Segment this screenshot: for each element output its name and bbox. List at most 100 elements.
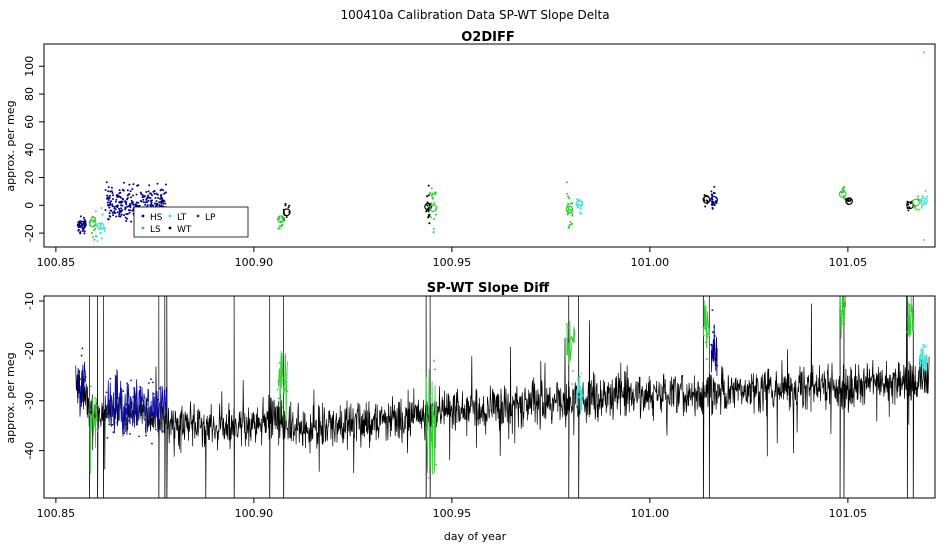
data-point-lt: [580, 213, 583, 215]
data-point-hs: [79, 215, 82, 218]
mean-marker-ls: [276, 215, 285, 224]
data-point-hs: [128, 211, 131, 214]
data-point-ls: [431, 192, 434, 195]
legend-marker-lp: [196, 214, 200, 218]
data-point-ls: [568, 223, 571, 226]
o2diff-panel: O2DIFF approx. per meg 100.85 100.90 100.9…: [4, 30, 936, 269]
data-point-hs: [137, 201, 140, 204]
data-point-hs: [152, 204, 155, 207]
data-point-hs: [150, 201, 153, 204]
data-point-hs: [127, 209, 130, 212]
data-point-hs: [118, 207, 121, 210]
calibration-point-hs_run: [155, 428, 157, 431]
data-point-hs: [142, 201, 145, 204]
data-point-ls: [569, 202, 572, 205]
calibration-point-lt: [579, 375, 582, 378]
data-point-lt: [921, 195, 924, 198]
calibration-point-ls: [567, 326, 570, 329]
calibration-point-hs: [80, 354, 83, 357]
data-point-hs: [120, 207, 123, 210]
data-point-ls: [571, 222, 574, 225]
legend-marker-lt: [168, 214, 172, 218]
data-point-hs: [129, 203, 131, 206]
data-point-ls: [567, 207, 570, 210]
calibration-point-hs_run: [158, 387, 161, 390]
data-point-hs: [159, 194, 162, 197]
calibration-point-hs_run: [131, 402, 134, 405]
mean-marker-wt: [282, 208, 291, 217]
data-point-hs: [104, 209, 107, 211]
data-point-hs: [112, 214, 115, 217]
calibration-point-hs_run: [129, 433, 132, 435]
o2diff-x-tick-label: 100.85: [37, 256, 76, 269]
calibration-segment-hs: [77, 361, 86, 417]
data-point-hs: [128, 183, 131, 186]
calibration-point-hs_run: [123, 432, 126, 435]
calibration-point-hs_run: [122, 390, 125, 392]
data-point-hs: [149, 200, 152, 202]
calibration-point-ls: [571, 383, 574, 385]
legend-label-hs: HS: [150, 213, 163, 223]
slope-diff-x-tick-label: 100.85: [37, 507, 76, 520]
data-point-hs: [114, 200, 117, 203]
data-point-ls: [93, 229, 96, 232]
data-point-hs: [110, 200, 113, 203]
calibration-point-ls: [286, 390, 289, 392]
data-point-hs: [124, 206, 127, 209]
o2diff-y-tick-label: 100: [23, 56, 36, 77]
data-point-ls: [568, 197, 571, 200]
calibration-point-ls: [276, 388, 279, 391]
data-point-hs: [105, 197, 108, 200]
data-point-lt: [920, 204, 923, 207]
data-point-hs: [149, 192, 151, 195]
data-point-ls: [917, 195, 920, 198]
data-point-hs: [132, 194, 135, 197]
slope-diff-y-tick-label: -20: [23, 342, 36, 360]
data-point-ls: [432, 197, 434, 200]
data-point-ls: [432, 227, 435, 230]
data-point-hs: [113, 206, 116, 208]
calibration-point-hs_run: [136, 423, 139, 426]
data-point-wt: [287, 206, 290, 209]
data-point-ls: [571, 202, 574, 205]
o2diff-y-tick-label: 40: [23, 143, 36, 157]
mean-marker-hs: [78, 220, 87, 229]
data-point-wt: [426, 195, 428, 198]
data-point-hs: [107, 199, 110, 201]
data-point-hs: [104, 189, 107, 191]
data-point-lt: [100, 227, 103, 229]
x-axis-label: day of year: [444, 530, 507, 543]
data-point-hs: [155, 204, 158, 207]
data-point-hs: [83, 223, 86, 225]
calibration-point-ls: [906, 331, 909, 333]
data-point-hs: [125, 201, 128, 204]
mean-marker-ls: [565, 205, 574, 214]
legend-label-ls: LS: [150, 225, 161, 235]
o2diff-y-tick-label: 20: [23, 170, 36, 184]
data-point-hs: [156, 193, 159, 196]
data-point-hs: [710, 190, 713, 193]
data-point-hs: [121, 188, 124, 191]
calibration-point-ls: [94, 397, 96, 399]
data-point-hs: [130, 220, 133, 223]
data-point-hs: [112, 211, 115, 214]
data-point-hs: [79, 231, 81, 234]
data-point-wt: [288, 204, 291, 207]
data-point-hs: [109, 215, 112, 218]
mean-marker-ls: [912, 198, 920, 207]
calibration-point-ls: [706, 358, 708, 361]
data-point-hs: [105, 181, 108, 184]
o2diff-title: O2DIFF: [461, 30, 515, 45]
mean-marker-lt: [920, 197, 928, 206]
data-point-hs: [116, 206, 119, 209]
data-point-hs: [107, 204, 109, 206]
calibration-point-lt: [580, 372, 583, 375]
data-point-hs: [121, 197, 124, 200]
mean-marker-hs: [710, 195, 718, 204]
data-point-ls: [843, 197, 846, 200]
data-point-wt: [425, 210, 428, 213]
data-point-wt: [427, 184, 430, 187]
slope-diff-title: SP-WT Slope Diff: [427, 281, 550, 296]
data-point-hs: [109, 201, 111, 204]
data-point-wt: [426, 204, 429, 207]
